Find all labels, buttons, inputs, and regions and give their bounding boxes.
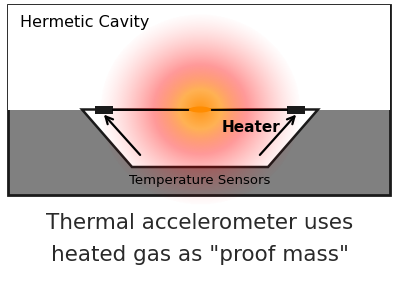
Text: Heater: Heater	[222, 120, 281, 135]
Ellipse shape	[189, 107, 211, 113]
Polygon shape	[82, 110, 318, 167]
Bar	[287, 105, 305, 114]
Bar	[95, 105, 113, 114]
Text: Thermal accelerometer uses: Thermal accelerometer uses	[46, 213, 354, 233]
Text: Hermetic Cavity: Hermetic Cavity	[20, 15, 149, 30]
Bar	[8, 5, 390, 110]
Bar	[8, 5, 390, 195]
Text: Temperature Sensors: Temperature Sensors	[129, 174, 271, 187]
Text: heated gas as "proof mass": heated gas as "proof mass"	[51, 245, 349, 265]
